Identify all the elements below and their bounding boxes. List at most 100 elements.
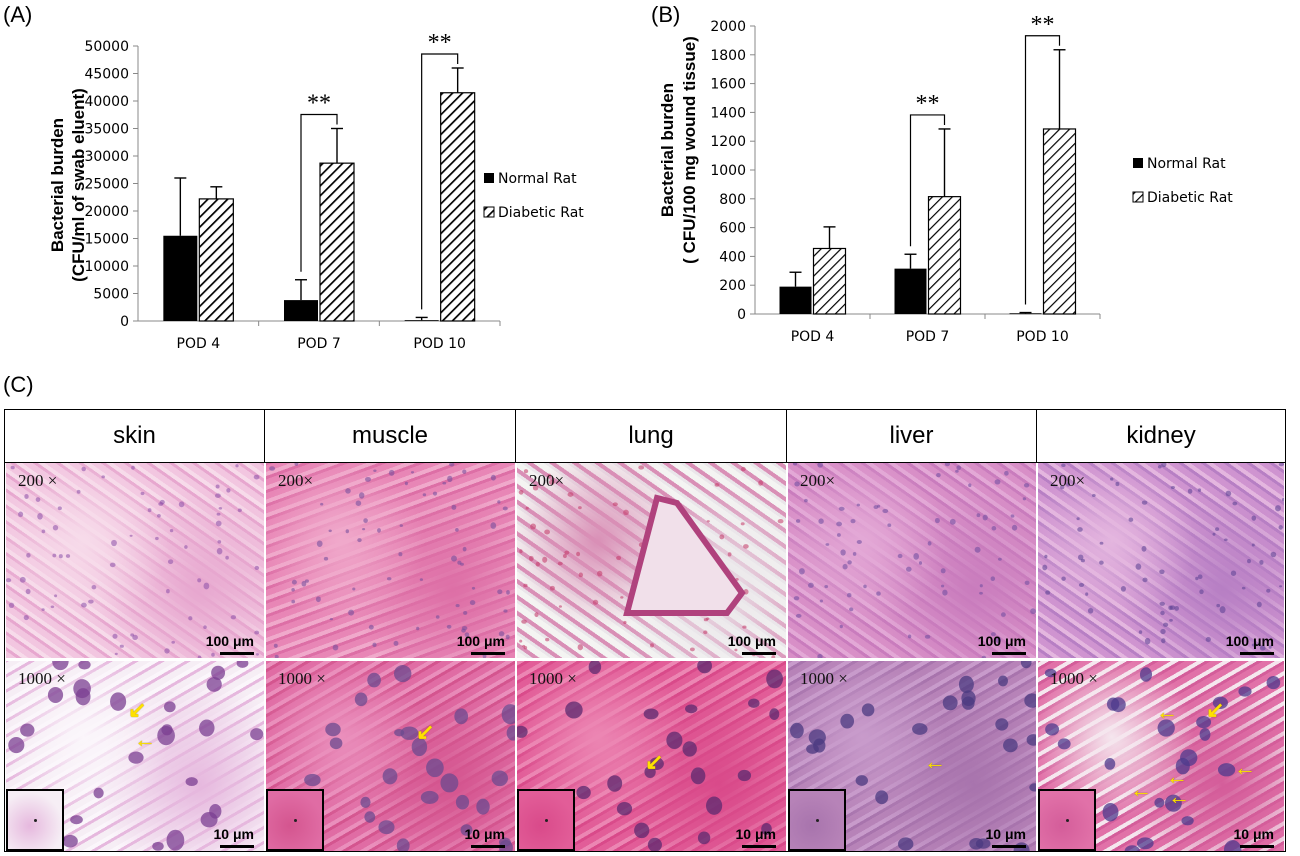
yellow-arrow-icon: ← xyxy=(1168,784,1190,809)
bar-normal-rat xyxy=(163,235,198,321)
cell-nuclei-texture xyxy=(1042,463,1284,651)
y-tick-label: 35000 xyxy=(84,122,129,138)
magnification-label: 1000 × xyxy=(529,669,577,688)
histology-grid: skin 200 × 100 μm 1000 × 10 μm ↙ ← muscle 200× 10… xyxy=(4,409,1286,852)
magnification-label: 1000 × xyxy=(278,669,326,688)
panel-label-a: (A) xyxy=(3,2,33,27)
bar-diabetic-rat xyxy=(927,196,962,315)
scale-bar xyxy=(992,845,1026,848)
scale-bar xyxy=(1240,845,1274,848)
y-axis-label-line2: (CFU/ml of swab eluent) xyxy=(69,88,88,282)
bacterium-dot xyxy=(34,819,37,822)
y-axis-label-line1: Bacterial burden xyxy=(48,118,67,252)
significance-bracket xyxy=(1024,35,1061,305)
scale-bar xyxy=(992,652,1026,655)
micrograph-1000x-lung: 1000 × 10 μm ↙ xyxy=(517,661,786,851)
legend-label-normal: Normal Rat xyxy=(498,171,577,187)
inset-magnified xyxy=(6,789,64,851)
legend-label-diabetic: Diabetic Rat xyxy=(498,205,584,221)
panel-label-b: (B) xyxy=(651,2,681,27)
y-tick-label: 400 xyxy=(719,249,746,265)
y-tick-label: 5000 xyxy=(93,287,129,303)
yellow-arrow-icon: ← xyxy=(1130,777,1152,802)
bar-normal-rat xyxy=(1009,313,1042,315)
significance-bracket xyxy=(909,114,946,247)
legend-swatch-normal xyxy=(1133,158,1143,168)
yellow-arrow-icon: ← xyxy=(924,749,946,774)
scale-bar-label: 10 μm xyxy=(464,826,505,842)
column-header-skin: skin xyxy=(5,410,265,463)
y-tick-label: 800 xyxy=(719,192,746,208)
x-tick-label: POD 4 xyxy=(177,336,221,352)
magnification-label: 200 × xyxy=(18,471,58,490)
scale-bar-label: 100 μm xyxy=(977,633,1026,649)
significance-bracket xyxy=(300,113,338,272)
y-tick-label: 10000 xyxy=(84,259,129,275)
legend-swatch-normal xyxy=(484,173,494,183)
inset-magnified xyxy=(517,789,575,851)
bar-diabetic-rat xyxy=(812,247,847,315)
significance-label: ** xyxy=(916,91,940,117)
micrograph-1000x-kidney: 1000 × 10 μm ← ↙ ← ← ← ← xyxy=(1038,661,1284,851)
cell-nuclei-texture xyxy=(1044,667,1281,851)
cell-nuclei-texture xyxy=(790,661,1036,851)
scale-bar-label: 10 μm xyxy=(985,826,1026,842)
chart-a-swab-bacterial-burden: Bacterial burden (CFU/ml of swab eluent)… xyxy=(48,30,584,352)
legend-label-diabetic: Diabetic Rat xyxy=(1147,190,1233,206)
column-header-liver: liver xyxy=(787,410,1037,463)
micrograph-1000x-skin: 1000 × 10 μm ↙ ← xyxy=(6,661,264,851)
chart-b-tissue-bacterial-burden: Bacterial burden ( CFU/100 mg wound tiss… xyxy=(658,12,1233,345)
y-tick-label: 30000 xyxy=(84,149,129,165)
micrograph-200x-liver: 200× 100 μm xyxy=(788,463,1036,658)
bacterium-dot xyxy=(1066,819,1069,822)
magnification-label: 1000 × xyxy=(18,669,66,688)
x-tick-label: POD 10 xyxy=(1016,329,1069,345)
inset-magnified xyxy=(266,789,324,851)
y-tick-label: 40000 xyxy=(84,94,129,110)
micrograph-1000x-liver: 1000 × 10 μm ← xyxy=(788,661,1036,851)
x-tick-label: POD 7 xyxy=(297,336,341,352)
y-tick-label: 1000 xyxy=(710,163,746,179)
yellow-arrow-icon: ↙ xyxy=(416,719,435,744)
legend-label-normal: Normal Rat xyxy=(1147,156,1226,172)
scale-bar-label: 100 μm xyxy=(1225,633,1274,649)
column-header-muscle: muscle xyxy=(265,410,516,463)
scale-bar xyxy=(471,652,505,655)
y-tick-label: 600 xyxy=(719,221,746,237)
bar-diabetic-rat xyxy=(1042,128,1077,315)
yellow-arrow-icon: ↙ xyxy=(128,697,147,722)
bar-normal-rat xyxy=(284,300,318,321)
scale-bar xyxy=(471,845,505,848)
scale-bar-label: 10 μm xyxy=(1233,826,1274,842)
micrograph-200x-lung: 200× 100 μm xyxy=(517,463,786,658)
scale-bar xyxy=(742,845,776,848)
y-tick-label: 25000 xyxy=(84,177,129,193)
y-tick-label: 0 xyxy=(737,307,746,323)
micrograph-200x-muscle: 200× 100 μm xyxy=(266,463,515,658)
yellow-arrow-icon: ← xyxy=(1166,764,1188,789)
bar-diabetic-rat xyxy=(198,198,234,322)
cell-nuclei-texture xyxy=(269,463,510,658)
y-tick-label: 0 xyxy=(120,314,129,330)
bar-normal-rat xyxy=(894,268,927,314)
scale-bar xyxy=(1240,652,1274,655)
yellow-arrow-icon: ← xyxy=(134,727,156,752)
magnification-label: 200× xyxy=(278,471,314,490)
scale-bar-label: 100 μm xyxy=(456,633,505,649)
bar-normal-rat xyxy=(404,320,439,321)
bacterium-dot xyxy=(545,819,548,822)
magnification-label: 200× xyxy=(529,471,565,490)
micrograph-1000x-muscle: 1000 × 10 μm ↙ xyxy=(266,661,515,851)
scale-bar-label: 10 μm xyxy=(213,826,254,842)
significance-label: ** xyxy=(428,30,452,56)
bar-normal-rat xyxy=(779,286,812,314)
scale-bar xyxy=(742,652,776,655)
cell-nuclei-texture xyxy=(6,464,260,658)
magnification-label: 1000 × xyxy=(800,669,848,688)
micrograph-200x-kidney: 200× 100 μm xyxy=(1038,463,1284,658)
bacterium-dot xyxy=(294,819,297,822)
scale-bar-label: 100 μm xyxy=(205,633,254,649)
scale-bar-label: 100 μm xyxy=(727,633,776,649)
magnification-label: 1000 × xyxy=(1050,669,1098,688)
panel-label-c: (C) xyxy=(3,372,34,397)
